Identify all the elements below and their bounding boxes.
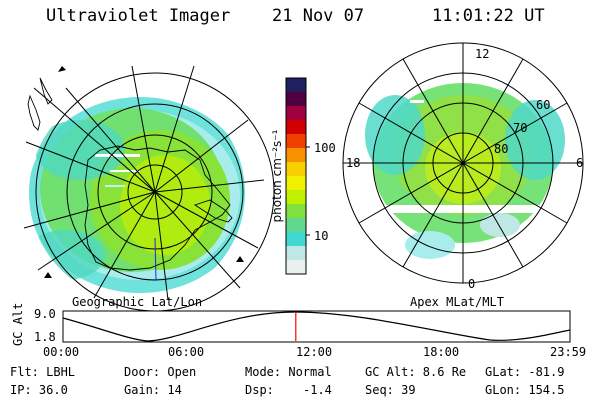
timeline-x-tick-0000: 00:00 <box>43 345 80 359</box>
instrument-title: Ultraviolet Imager <box>46 6 231 26</box>
glon-status: GLon: 154.5 <box>485 383 565 397</box>
south-america-coastline <box>27 77 53 131</box>
glat-status: GLat: -81.9 <box>485 365 565 379</box>
mlat-label-70: 70 <box>513 121 528 135</box>
dsp-value: -1.4 <box>303 383 332 397</box>
mode-status: Mode: Normal <box>245 365 332 379</box>
timeline-y-tick-low: 1.8 <box>34 330 56 344</box>
timeline-y-label: GC Alt <box>11 302 25 346</box>
colorbar-swatch <box>286 232 306 247</box>
timeline-x-tick-1800: 18:00 <box>423 345 460 359</box>
colorbar-swatch <box>286 134 306 149</box>
date-label: 21 Nov 07 <box>272 6 365 26</box>
colorbar-swatch <box>286 148 306 163</box>
colorbar-swatch <box>286 260 306 275</box>
colorbar-swatch <box>286 190 306 205</box>
geographic-map <box>23 65 275 312</box>
mlat-label-80: 80 <box>494 142 509 156</box>
altitude-curve <box>62 311 571 342</box>
mlt-label-0: 0 <box>468 277 476 291</box>
colorbar-swatch <box>286 176 306 191</box>
colorbar-swatch <box>286 106 306 121</box>
colorbar-swatch <box>286 120 306 135</box>
lon-arrows <box>44 66 244 278</box>
colorbar-tick-100: 100 <box>314 141 336 155</box>
colorbar-swatch <box>286 78 306 93</box>
apex-caption: Apex MLat/MLT <box>410 295 504 309</box>
geographic-emission <box>29 85 245 301</box>
colorbar-frame <box>285 77 307 275</box>
geographic-caption: Geographic Lat/Lon <box>72 295 203 309</box>
colorbar-tick-10: 10 <box>314 229 329 243</box>
time-label: 11:01:22 UT <box>432 6 545 26</box>
filter-status: Flt: LBHL <box>10 365 76 379</box>
mlat-label-60: 60 <box>536 98 551 112</box>
geographic-grid <box>23 65 275 312</box>
dsp-label: Dsp: <box>245 383 274 397</box>
timeline-x-tick-1200: 12:00 <box>296 345 333 359</box>
colorbar <box>285 77 310 275</box>
colorbar-swatch <box>286 218 306 233</box>
timeline-x-tick-0600: 06:00 <box>168 345 205 359</box>
colorbar-unit-label: photon cm⁻²s⁻¹ <box>270 129 284 223</box>
timeline-y-tick-high: 9.0 <box>34 307 56 321</box>
apex-grid <box>342 42 584 284</box>
meridian-highlight <box>154 237 157 281</box>
timeline-frame <box>62 310 571 343</box>
mlt-label-6: 6 <box>576 156 584 170</box>
ip-status: IP: 36.0 <box>10 383 68 397</box>
mlt-label-18: 18 <box>346 156 361 170</box>
apex-polar-plot <box>342 42 584 284</box>
colorbar-swatch <box>286 162 306 177</box>
antarctica-coastline <box>84 145 233 271</box>
door-status: Door: Open <box>124 365 197 379</box>
orbit-timeline <box>62 310 571 343</box>
colorbar-swatch <box>286 204 306 219</box>
gain-status: Gain: 14 <box>124 383 182 397</box>
gc-alt-status: GC Alt: 8.6 Re <box>365 365 467 379</box>
colorbar-swatch <box>286 246 306 261</box>
mlt-label-12: 12 <box>475 47 490 61</box>
seq-status: Seq: 39 <box>365 383 416 397</box>
colorbar-swatch <box>286 92 306 107</box>
timeline-x-tick-2359: 23:59 <box>550 345 587 359</box>
